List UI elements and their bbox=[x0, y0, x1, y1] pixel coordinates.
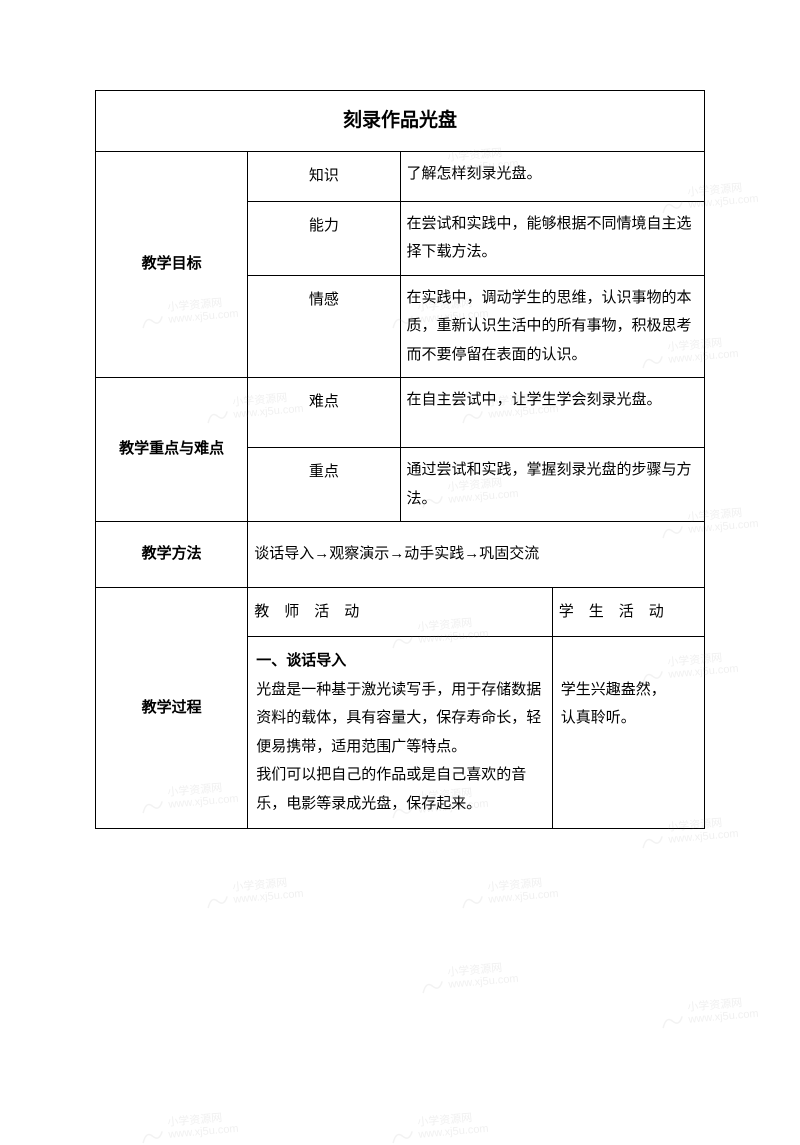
method-text: 谈话导入→观察演示→动手实践→巩固交流 bbox=[248, 522, 705, 588]
ability-label: 能力 bbox=[248, 201, 400, 275]
section1-title: 一、谈话导入 bbox=[256, 647, 544, 676]
student-content: 学生兴趣盎然，认真聆听。 bbox=[561, 676, 696, 733]
emotion-label: 情感 bbox=[248, 275, 400, 378]
teacher-header: 教 师 活 动 bbox=[248, 587, 553, 637]
watermark: 小学资源网www.xj5u.com bbox=[389, 1111, 489, 1145]
watermark: 小学资源网www.xj5u.com bbox=[459, 876, 559, 911]
key-label: 重点 bbox=[248, 448, 400, 522]
keypoints-label: 教学重点与难点 bbox=[96, 378, 248, 522]
key-text: 通过尝试和实践，掌握刻录光盘的步骤与方法。 bbox=[400, 448, 705, 522]
objectives-label: 教学目标 bbox=[96, 152, 248, 378]
watermark: 小学资源网www.xj5u.com bbox=[419, 961, 519, 996]
teacher-content-cell: 一、谈话导入 光盘是一种基于激光读写手，用于存储数据资料的载体，具有容量大，保存… bbox=[248, 637, 553, 829]
lesson-plan-table: 刻录作品光盘 教学目标 知识 了解怎样刻录光盘。 能力 在尝试和实践中，能够根据… bbox=[95, 90, 705, 829]
ability-text: 在尝试和实践中，能够根据不同情境自主选择下载方法。 bbox=[400, 201, 705, 275]
watermark: 小学资源网www.xj5u.com bbox=[139, 1111, 239, 1145]
method-label: 教学方法 bbox=[96, 522, 248, 588]
table-title: 刻录作品光盘 bbox=[96, 91, 705, 152]
knowledge-label: 知识 bbox=[248, 152, 400, 202]
watermark: 小学资源网www.xj5u.com bbox=[659, 996, 759, 1031]
process-label: 教学过程 bbox=[96, 587, 248, 829]
emotion-text: 在实践中，调动学生的思维，认识事物的本质，重新认识生活中的所有事物，积极思考而不… bbox=[400, 275, 705, 378]
difficulty-text: 在自主尝试中，让学生学会刻录光盘。 bbox=[400, 378, 705, 448]
student-content-cell: 学生兴趣盎然，认真聆听。 bbox=[552, 637, 704, 829]
student-header: 学 生 活 动 bbox=[552, 587, 704, 637]
watermark: 小学资源网www.xj5u.com bbox=[204, 876, 304, 911]
knowledge-text: 了解怎样刻录光盘。 bbox=[400, 152, 705, 202]
difficulty-label: 难点 bbox=[248, 378, 400, 448]
teacher-content: 光盘是一种基于激光读写手，用于存储数据资料的载体，具有容量大，保存寿命长，轻便易… bbox=[256, 676, 544, 819]
